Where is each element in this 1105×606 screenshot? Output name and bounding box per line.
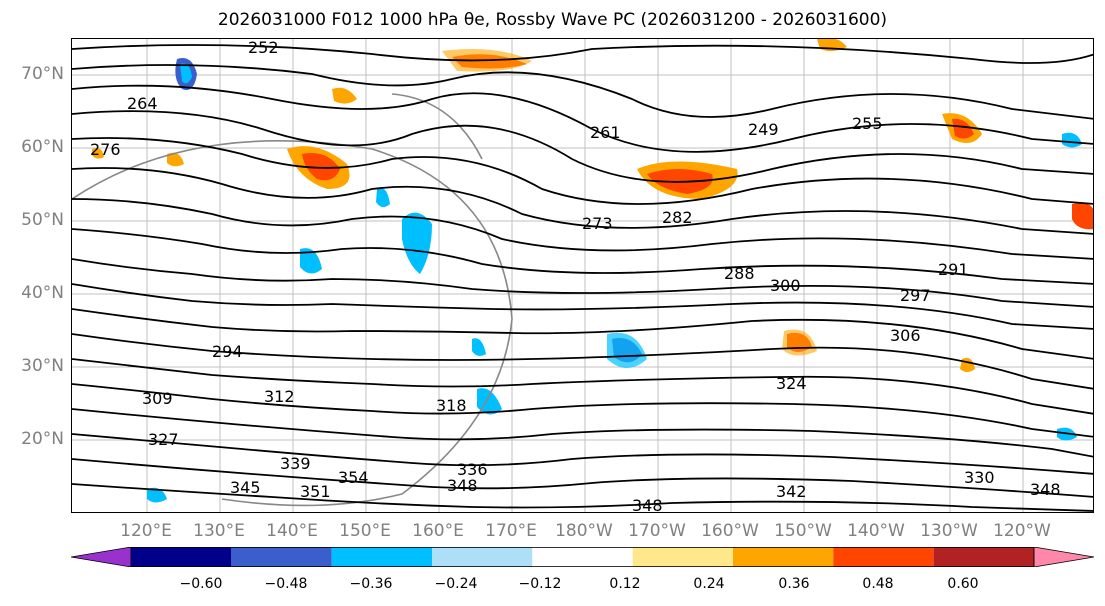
contour-label: 294 [212, 342, 243, 361]
colorbar-segments [71, 547, 1094, 567]
lat-label-40: 40°N [21, 283, 64, 303]
colorbar-tick: 0.24 [693, 576, 725, 592]
contour-labels: 252 261 249 255 276 282 288 291 297 306 … [90, 39, 1061, 513]
contour-label: 348 [632, 496, 663, 513]
contour-label: 249 [748, 120, 779, 139]
theta-e-contours [72, 44, 1093, 512]
colorbar-segment [432, 547, 533, 567]
colorbar-extend-high [1033, 547, 1094, 567]
lon-label-130e: 130°E [193, 521, 245, 541]
colorbar-tick: −0.36 [349, 576, 393, 592]
colorbar-tick: −0.60 [179, 576, 223, 592]
colorbar-segment [532, 547, 633, 567]
lon-label-180w: 180°W [555, 521, 613, 541]
colorbar-segment [632, 547, 733, 567]
contour-label: 324 [776, 374, 807, 393]
colorbar-segment [733, 547, 834, 567]
map-title: 2026031000 F012 1000 hPa θe, Rossby Wave… [217, 10, 888, 30]
contour-label: 348 [1030, 480, 1061, 499]
contour-label: 288 [724, 264, 755, 283]
contour-label: 273 [582, 214, 613, 233]
colorbar-tick: −0.48 [264, 576, 308, 592]
lon-label-160e: 160°E [412, 521, 464, 541]
lat-label-60: 60°N [21, 137, 64, 157]
contour-label: 282 [662, 208, 693, 227]
graticule [72, 39, 1093, 512]
colorbar-border [130, 547, 1035, 567]
colorbar-extend-low [71, 547, 132, 567]
contour-label: 309 [142, 389, 173, 408]
map-panel[interactable]: 252 261 249 255 276 282 288 291 297 306 … [71, 38, 1094, 513]
contour-label: 330 [964, 468, 995, 487]
lat-label-30: 30°N [21, 356, 64, 376]
contour-label: 327 [148, 430, 179, 449]
colorbar [71, 547, 1094, 567]
contour-label: 264 [127, 94, 158, 113]
rossby-wave-contour [72, 93, 513, 507]
lon-label-160w: 160°W [701, 521, 759, 541]
contour-label: 252 [248, 39, 279, 57]
colorbar-tick: 0.48 [862, 576, 894, 592]
colorbar-tick: 0.60 [947, 576, 979, 592]
contour-label: 339 [280, 454, 311, 473]
lat-label-50: 50°N [21, 210, 64, 230]
lon-label-140e: 140°E [266, 521, 318, 541]
colorbar-tick: −0.24 [434, 576, 478, 592]
lon-label-170w: 170°W [628, 521, 686, 541]
colorbar-segment [231, 547, 332, 567]
colorbar-segment [833, 547, 934, 567]
contour-label: 345 [230, 478, 261, 497]
contour-label: 291 [938, 260, 969, 279]
lon-label-150e: 150°E [339, 521, 391, 541]
contour-label: 306 [890, 326, 921, 345]
colorbar-tick: 0.36 [778, 576, 810, 592]
lon-label-140w: 140°W [847, 521, 905, 541]
lon-label-170e: 170°E [485, 521, 537, 541]
lon-label-120w: 120°W [993, 521, 1051, 541]
colorbar-segment [331, 547, 432, 567]
lon-label-150w: 150°W [774, 521, 832, 541]
lat-label-70: 70°N [21, 64, 64, 84]
colorbar-tick: −0.12 [518, 576, 562, 592]
contour-label: 261 [590, 123, 621, 142]
contour-label: 351 [300, 482, 331, 501]
contour-label: 297 [900, 286, 931, 305]
lon-label-130w: 130°W [920, 521, 978, 541]
contour-label: 300 [770, 276, 801, 295]
colorbar-segment [131, 547, 232, 567]
colorbar-segment [933, 547, 1034, 567]
colorbar-tick: 0.12 [609, 576, 641, 592]
lat-label-20: 20°N [21, 429, 64, 449]
contour-label: 276 [90, 140, 121, 159]
contour-label: 342 [776, 482, 807, 501]
contour-label: 255 [852, 114, 883, 133]
contour-label: 336 [457, 460, 488, 479]
contour-label: 318 [436, 396, 467, 415]
lon-label-120e: 120°E [120, 521, 172, 541]
contour-label: 348 [447, 476, 478, 495]
contour-label: 312 [264, 387, 295, 406]
contour-label: 354 [338, 468, 369, 487]
map-canvas: 252 261 249 255 276 282 288 291 297 306 … [72, 39, 1093, 513]
